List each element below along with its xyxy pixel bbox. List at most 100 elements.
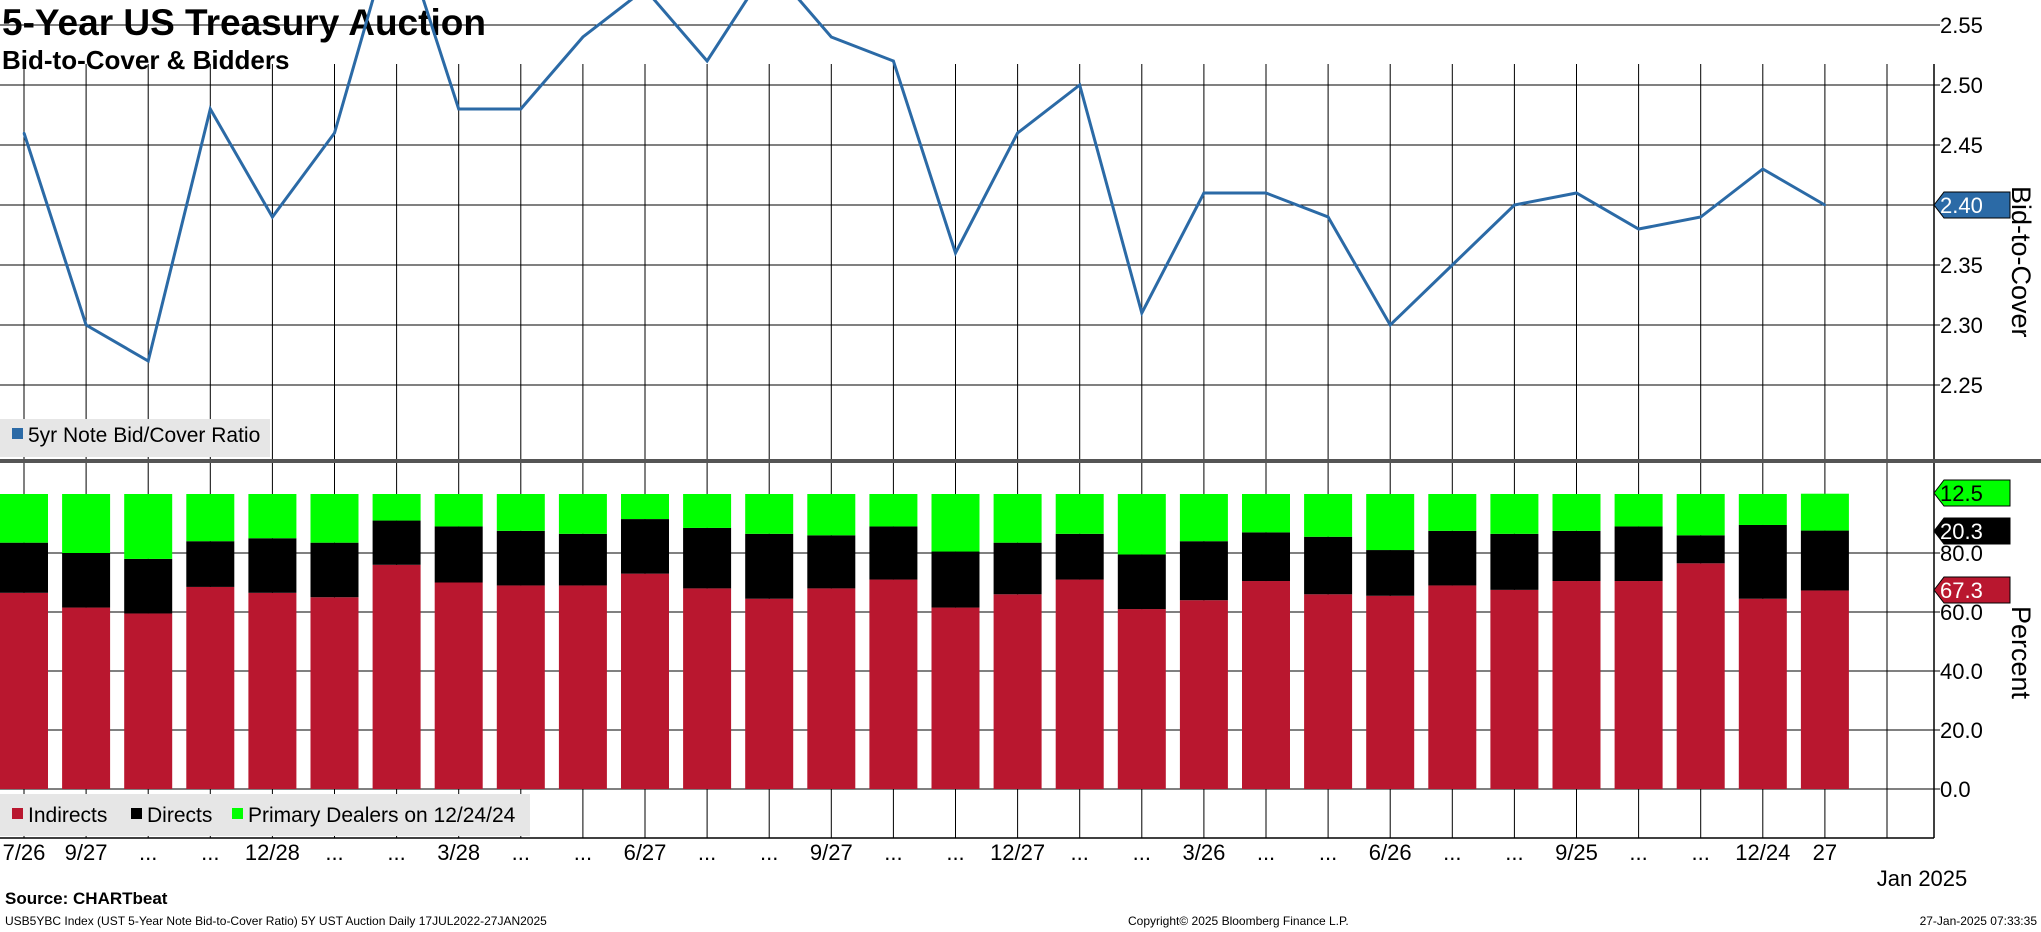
bar-indirects — [1738, 598, 1787, 789]
bar-directs — [186, 541, 235, 587]
bar-directs — [745, 533, 794, 599]
bar-directs — [1490, 533, 1539, 590]
bar-directs — [124, 558, 173, 614]
bid-cover-point — [1389, 323, 1392, 327]
bar-indirects — [248, 592, 297, 789]
bar-indirects — [1800, 590, 1849, 789]
bar-indirects — [869, 579, 918, 789]
bar-indirects — [1366, 595, 1415, 789]
indirects-last-value: 67.3 — [1933, 576, 2011, 604]
timestamp: 27-Jan-2025 07:33:35 — [1919, 914, 2037, 928]
bar-directs — [310, 542, 359, 598]
x-tick-label: ... — [698, 840, 716, 865]
stacked-bars — [0, 493, 1849, 789]
x-tick-label: 12/28 — [245, 840, 300, 865]
x-tick-label: 9/25 — [1555, 840, 1598, 865]
bar-primary-dealers — [993, 494, 1042, 543]
bar-primary-dealers — [124, 494, 173, 559]
directs-last-value-text: 20.3 — [1940, 519, 1983, 544]
bar-directs — [1676, 535, 1725, 564]
x-tick-label: ... — [1692, 840, 1710, 865]
indirects-last-value-shape — [1933, 576, 2011, 604]
bid-cover-point — [519, 107, 522, 111]
bar-indirects — [683, 588, 732, 789]
bar-directs — [1800, 530, 1849, 591]
x-tick-label: ... — [1257, 840, 1275, 865]
bid-cover-point — [1264, 191, 1268, 195]
bar-indirects — [1614, 581, 1663, 789]
indirects-last-value-text: 67.3 — [1940, 578, 1983, 603]
bar-indirects — [1242, 581, 1290, 789]
y-tick-label: 0.0 — [1940, 777, 1971, 802]
primary-dealers-last-value-shape — [1933, 479, 2011, 507]
legends: 5yr Note Bid/Cover Ratio Indirects Directs… — [0, 419, 530, 836]
legend-directs-label: Directs — [147, 804, 212, 827]
bar-indirects — [62, 607, 111, 789]
bar-primary-dealers — [1117, 494, 1166, 555]
bar-primary-dealers — [372, 494, 421, 521]
bar-directs — [1304, 536, 1353, 595]
x-tick-label: ... — [1629, 840, 1647, 865]
bid-cover-point — [705, 59, 709, 63]
legend-bid-cover: 5yr Note Bid/Cover Ratio — [0, 419, 270, 457]
y-tick-label: 2.55 — [1940, 13, 1983, 38]
bar-indirects — [1055, 579, 1104, 789]
bar-directs — [1242, 532, 1290, 582]
x-tick-label: ... — [884, 840, 902, 865]
bar-indirects — [496, 585, 545, 789]
bar-directs — [1055, 533, 1104, 580]
chart-subtitle: Bid-to-Cover & Bidders — [2, 45, 290, 75]
bar-directs — [683, 527, 732, 589]
x-tick-label: 3/26 — [1182, 840, 1225, 865]
x-tick-label: ... — [574, 840, 592, 865]
bar-directs — [807, 535, 856, 589]
x-tick-label: ... — [1505, 840, 1523, 865]
bar-primary-dealers — [558, 494, 607, 534]
x-tick-label: ... — [387, 840, 405, 865]
bar-indirects — [0, 592, 48, 789]
x-tick-label: ... — [1071, 840, 1089, 865]
directs-last-value: 20.3 — [1933, 517, 2011, 545]
chart-title: 5-Year US Treasury Auction — [2, 2, 486, 43]
bid-cover-point — [1202, 191, 1206, 195]
bid-cover-point — [1078, 83, 1081, 87]
bar-directs — [0, 542, 48, 593]
bar-primary-dealers — [1055, 494, 1104, 534]
x-tick-label: 12/27 — [990, 840, 1045, 865]
bar-primary-dealers — [186, 494, 235, 542]
x-tick-label: ... — [1319, 840, 1337, 865]
bar-primary-dealers — [683, 494, 732, 528]
bar-primary-dealers — [310, 494, 359, 543]
x-tick-label: ... — [201, 840, 219, 865]
bar-indirects — [434, 582, 483, 789]
bid-cover-line — [22, 0, 1827, 364]
bid-cover-point — [954, 251, 957, 255]
bid-cover-point — [581, 35, 585, 39]
bar-indirects — [186, 586, 235, 789]
bar-directs — [434, 526, 483, 583]
bar-indirects — [124, 613, 173, 789]
legend-label: 5yr Note Bid/Cover Ratio — [28, 424, 260, 447]
bar-primary-dealers — [62, 494, 111, 553]
x-year-label: Jan 2025 — [1877, 866, 1968, 891]
bar-primary-dealers — [1304, 494, 1353, 537]
bar-directs — [558, 533, 607, 586]
source-note: Source: CHARTbeat — [5, 889, 168, 908]
y-tick-label: 80.0 — [1940, 541, 1983, 566]
x-tick-label: ... — [760, 840, 778, 865]
bid-cover-point — [209, 107, 212, 111]
bar-indirects — [1676, 563, 1725, 789]
directs-last-value-shape — [1933, 517, 2011, 545]
bar-primary-dealers — [869, 494, 918, 527]
bid-cover-point — [1637, 227, 1640, 231]
bid-cover-point — [271, 215, 274, 219]
panel-divider — [0, 459, 2041, 463]
y-tick-label: 2.30 — [1940, 313, 1983, 338]
bar-primary-dealers — [1242, 494, 1290, 533]
legend-bidders: Indirects Directs Primary Dealers on 12/24… — [0, 794, 530, 836]
primary-dealers-last-value-text: 12.5 — [1940, 481, 1983, 506]
bid-cover-point — [1326, 215, 1330, 219]
bid-cover-point — [457, 107, 460, 111]
bar-primary-dealers — [1676, 494, 1725, 536]
